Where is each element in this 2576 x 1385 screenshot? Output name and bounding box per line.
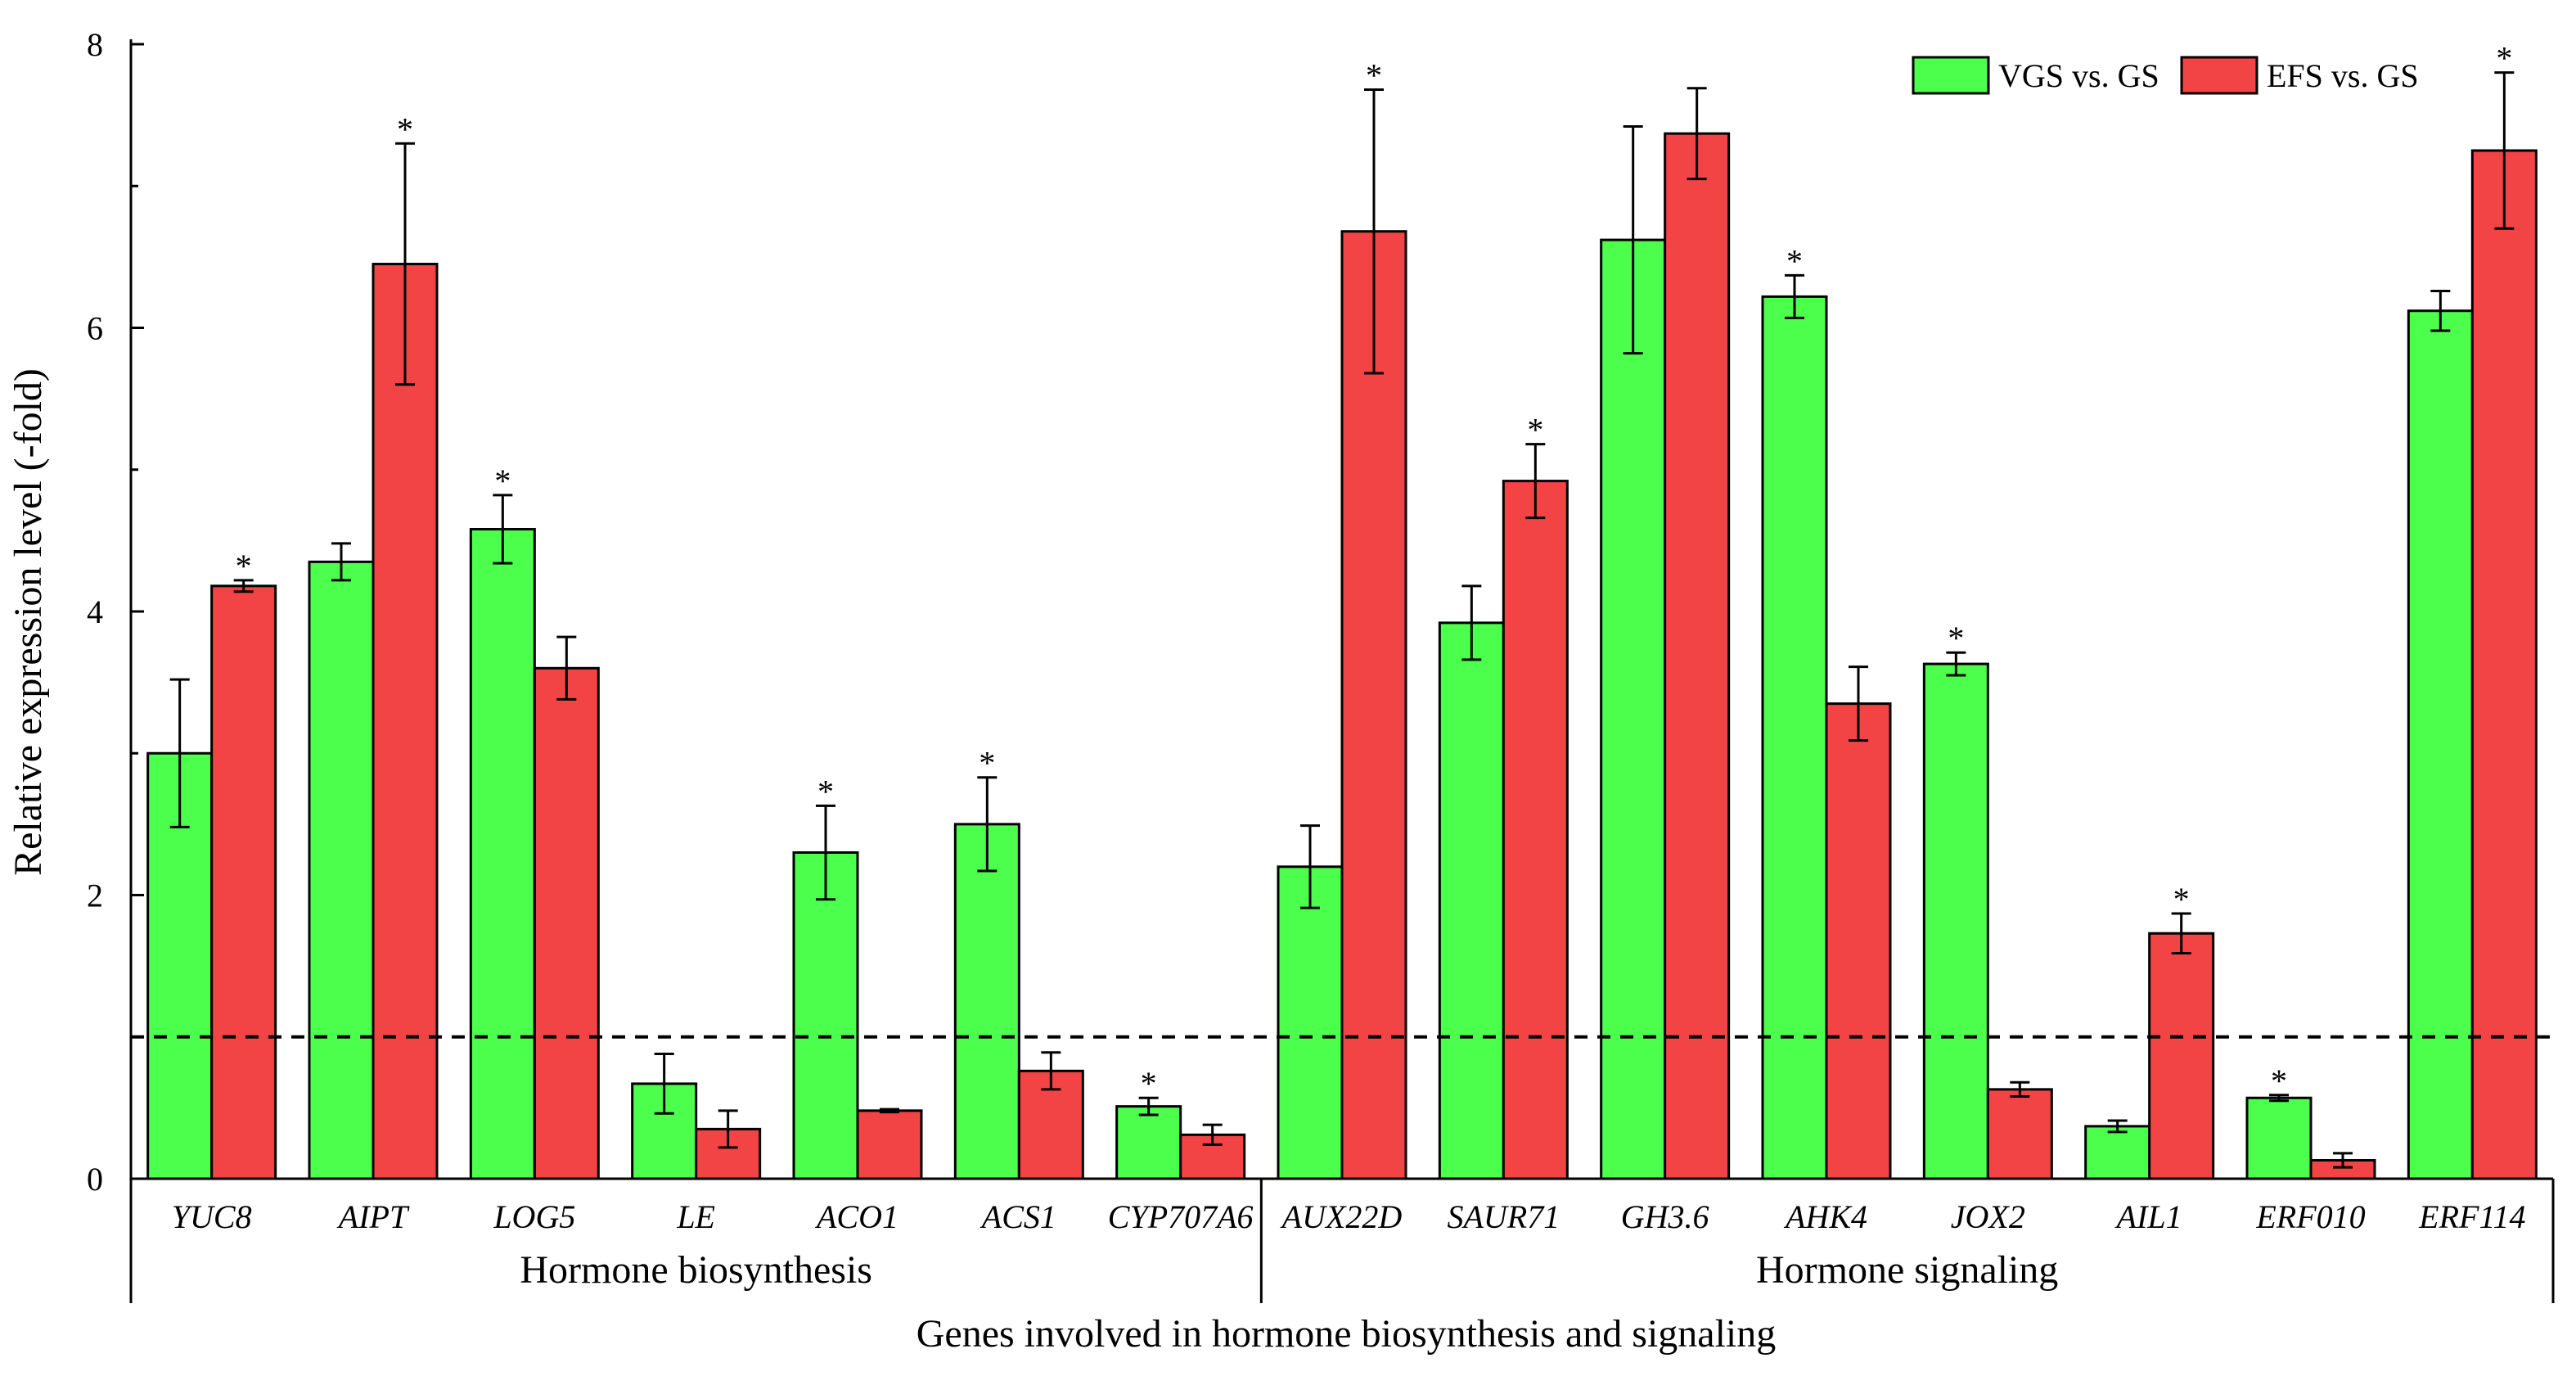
significance-star: * — [817, 773, 834, 810]
bar-AIL1-s1 — [2148, 932, 2215, 1180]
significance-star: * — [2173, 881, 2190, 918]
bar-AUX22D-s1 — [1340, 230, 1407, 1180]
category-label: AIL1 — [2114, 1198, 2182, 1235]
bar-SAUR71-s0 — [1438, 621, 1505, 1180]
category-label: CYP707A6 — [1108, 1198, 1254, 1235]
category-label: GH3.6 — [1621, 1198, 1709, 1235]
y-tick-label: 4 — [87, 593, 103, 630]
category-label: JOX2 — [1951, 1198, 2025, 1235]
bar-GH3.6-s1 — [1664, 132, 1731, 1180]
significance-star: * — [979, 745, 995, 782]
group-label: Hormone biosynthesis — [520, 1248, 872, 1292]
category-label: ERF010 — [2255, 1198, 2365, 1235]
significance-star: * — [236, 548, 252, 584]
legend: VGS vs. GS EFS vs. GS — [1912, 56, 2419, 95]
significance-star: * — [1786, 242, 1803, 279]
bar-AIPT-s1 — [372, 263, 439, 1180]
significance-star: * — [1948, 620, 1964, 656]
y-tick-label: 6 — [87, 310, 103, 347]
plot-area: * * * * * * * * * * * * * 0 2 4 6 8 YUC8 AIPT LOG5 LE ACO1 ACS1… — [87, 26, 2555, 1303]
group-label: Hormone signaling — [1756, 1248, 2058, 1292]
significance-star: * — [1366, 56, 1382, 93]
bar-AUX22D-s0 — [1277, 865, 1344, 1180]
significance-star: * — [1527, 412, 1543, 449]
y-tick-label: 8 — [87, 26, 103, 63]
bar-SAUR71-s1 — [1502, 480, 1569, 1180]
bar-GH3.6-s0 — [1600, 238, 1667, 1180]
significance-star: * — [397, 111, 413, 147]
bar-AHK4-s1 — [1825, 702, 1892, 1180]
bar-YUC8-s1 — [210, 584, 277, 1180]
bar-ACO1-s0 — [792, 851, 859, 1180]
bar-LOG5-s0 — [469, 528, 536, 1180]
category-label: AHK4 — [1783, 1198, 1867, 1235]
significance-star: * — [1141, 1065, 1157, 1102]
bar-AHK4-s0 — [1761, 295, 1828, 1180]
significance-star: * — [2271, 1062, 2287, 1099]
category-label: YUC8 — [172, 1198, 252, 1235]
category-label: ERF114 — [2418, 1198, 2525, 1235]
category-label: AUX22D — [1280, 1198, 1403, 1235]
category-label: LE — [676, 1198, 715, 1235]
x-axis-title: Genes involved in hormone biosynthesis a… — [916, 1312, 1777, 1356]
legend-label-0: VGS vs. GS — [1998, 57, 2159, 94]
bar-JOX2-s0 — [1922, 662, 1989, 1180]
bar-JOX2-s1 — [1986, 1088, 2053, 1180]
bar-ERF114-s0 — [2407, 309, 2474, 1180]
category-label: ACS1 — [980, 1198, 1056, 1235]
bar-ACS1-s0 — [953, 823, 1020, 1180]
legend-swatch-1 — [2180, 56, 2259, 95]
category-label: SAUR71 — [1447, 1198, 1560, 1235]
y-tick-label: 2 — [87, 877, 103, 914]
category-label: LOG5 — [493, 1198, 575, 1235]
significance-star: * — [494, 462, 511, 499]
bar-ERF010-s0 — [2245, 1096, 2313, 1180]
category-label: AIPT — [336, 1198, 410, 1235]
bar-AIL1-s0 — [2084, 1125, 2151, 1180]
significance-star: * — [2496, 40, 2512, 77]
y-tick-label: 0 — [87, 1161, 103, 1198]
bar-ACO1-s1 — [856, 1109, 923, 1180]
y-axis-title: Relative expression level (-fold) — [7, 368, 50, 876]
bar-AIPT-s0 — [308, 560, 375, 1180]
bar-ERF114-s1 — [2470, 149, 2538, 1180]
bar-LOG5-s1 — [533, 666, 600, 1180]
legend-swatch-0 — [1912, 56, 1990, 95]
category-label: ACO1 — [814, 1198, 898, 1235]
legend-label-1: EFS vs. GS — [2267, 57, 2419, 94]
bar-CYP707A6-s0 — [1115, 1105, 1182, 1180]
